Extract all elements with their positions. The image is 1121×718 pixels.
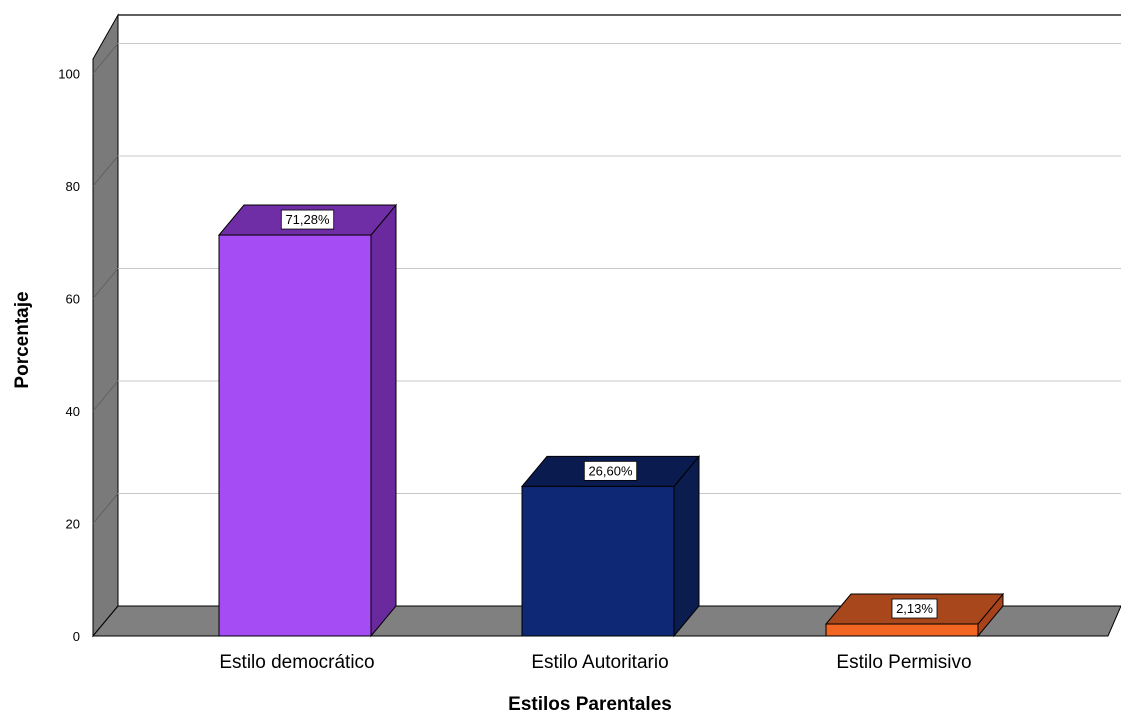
gridline-wall: [92, 43, 119, 74]
data-label: 71,28%: [285, 212, 330, 227]
gridline-wall: [92, 380, 119, 412]
x-category-label: Estilo Permisivo: [836, 652, 971, 673]
x-axis-categories: Estilo democrático Estilo Autoritario Esti…: [219, 652, 971, 673]
y-axis-title: Porcentaje: [12, 291, 33, 388]
data-label-box: [583, 460, 638, 481]
data-label-box: [891, 598, 938, 619]
gridline-wall: [92, 493, 119, 524]
left-wall: [92, 13, 119, 638]
bar-side: [673, 454, 700, 638]
x-axis-title: Estilos Parentales: [508, 694, 672, 715]
bar: [521, 485, 675, 637]
data-label: 26,60%: [588, 463, 633, 478]
y-tick-label: 20: [66, 517, 80, 532]
data-label-box: [280, 209, 335, 230]
gridline-wall: [92, 268, 119, 299]
y-tick-label: 80: [66, 179, 80, 194]
bars: 71,28% 26,60% 2,13%: [217, 203, 1005, 638]
y-tick-label: 40: [66, 404, 80, 419]
bar: [825, 623, 979, 637]
y-tick-label: 100: [58, 67, 80, 82]
y-axis-ticks: 0 20 40 60 80 100: [58, 67, 80, 645]
data-label: 2,13%: [896, 601, 933, 616]
gridline-wall: [92, 155, 119, 187]
bar: [218, 234, 372, 637]
x-category-label: Estilo Autoritario: [531, 652, 668, 673]
y-tick-label: 0: [73, 629, 80, 644]
y-tick-label: 60: [66, 292, 80, 307]
x-category-label: Estilo democrático: [219, 652, 374, 673]
bar-side: [370, 203, 397, 638]
